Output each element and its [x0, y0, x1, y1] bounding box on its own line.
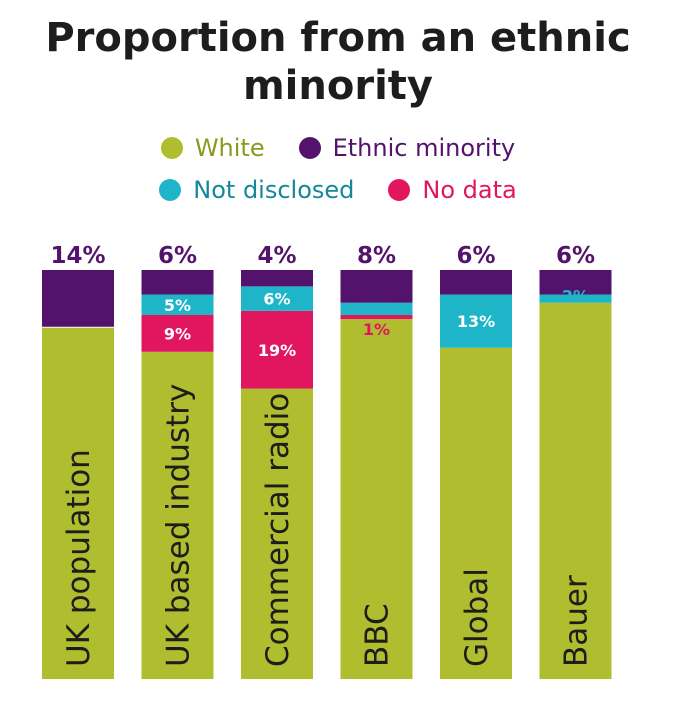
legend-dot-white [160, 137, 183, 159]
bar-group-uk-based-industry: 6% UK based industry 5% 9% [141, 243, 214, 679]
legend-label-not-disclosed: Not disclosed [193, 176, 355, 204]
bar-commercial-radio-white [241, 388, 313, 679]
bar-commercial-radio-nodata [241, 310, 313, 389]
bar-group-bbc: 8% BBC 3% 1% [340, 243, 413, 679]
segment-label-bbc-notdisclosed: 3% [363, 299, 390, 318]
bar-uk-population-white [42, 327, 114, 679]
legend-label-white: White [194, 134, 265, 162]
bar-bauer-white [539, 302, 612, 679]
legend-row-2: Not disclosed No data [0, 176, 676, 204]
chart-title-line-1: Proportion from an ethnic [45, 15, 631, 61]
bar-uk-population-ethnic [42, 270, 114, 328]
bar-group-bauer: 6% Bauer 2% [539, 243, 612, 679]
segment-label-commercial-radio-nodata: 19% [258, 341, 296, 360]
category-label-global: Global [459, 568, 495, 667]
category-label-uk-based-industry: UK based industry [161, 384, 197, 667]
segment-label-uk-based-industry-nodata: 9% [164, 324, 191, 343]
chart-title: Proportion from an ethnic minority [0, 14, 676, 110]
legend-row-1: White Ethnic minority [0, 134, 676, 162]
bar-global-notdisclosed [440, 294, 512, 348]
bar-bbc-nodata [340, 314, 413, 320]
bar-global-ethnic [440, 270, 512, 295]
top-label-uk-based-industry: 6% [158, 243, 197, 269]
top-label-global: 6% [456, 243, 495, 269]
category-label-commercial-radio: Commercial radio [260, 393, 296, 667]
bar-group-global: 6% Global 13% [440, 243, 512, 679]
bar-global-white [440, 347, 512, 679]
segment-label-uk-based-industry-notdisclosed: 5% [164, 296, 191, 315]
bar-group-uk-population: 14% UK population [42, 243, 136, 679]
bar-commercial-radio-ethnic [241, 270, 313, 287]
segment-label-commercial-radio-notdisclosed: 6% [263, 290, 290, 309]
legend-item-not-disclosed: Not disclosed [159, 176, 354, 204]
top-label-uk-population: 14% [50, 243, 105, 269]
legend-dot-no-data [388, 179, 411, 201]
legend-dot-ethnic-minority [298, 137, 321, 159]
legend-label-no-data: No data [422, 176, 517, 204]
top-label-bauer: 6% [556, 243, 595, 269]
category-label-uk-population: UK population [61, 449, 97, 667]
bar-bbc-white [340, 319, 413, 679]
bar-commercial-radio-notdisclosed [241, 286, 313, 311]
segment-label-global-notdisclosed: 13% [457, 312, 495, 331]
segment-label-bbc-nodata: 1% [363, 320, 390, 339]
chart-title-line-2: minority [243, 63, 433, 109]
top-label-commercial-radio: 4% [257, 243, 296, 269]
bar-group-commercial-radio: 4% Commercial radio 6% 19% [241, 243, 313, 679]
segment-label-bauer-notdisclosed: 2% [562, 287, 589, 306]
bar-bbc-ethnic [340, 270, 413, 303]
bar-bbc-notdisclosed [340, 302, 413, 315]
bar-bauer-notdisclosed [539, 294, 612, 303]
legend-item-white: White [160, 134, 265, 162]
bar-uk-based-industry-white [141, 351, 214, 679]
legend-item-ethnic-minority: Ethnic minority [298, 134, 516, 162]
bar-bauer-ethnic [539, 270, 612, 295]
bar-uk-based-industry-ethnic [141, 270, 214, 295]
category-label-bbc: BBC [360, 603, 396, 667]
bar-uk-based-industry-nodata [141, 314, 214, 352]
top-label-bbc: 8% [357, 243, 396, 269]
legend-label-ethnic-minority: Ethnic minority [332, 134, 516, 162]
bar-uk-based-industry-notdisclosed [141, 294, 214, 315]
category-label-bauer: Bauer [559, 575, 595, 667]
legend-dot-not-disclosed [159, 179, 182, 201]
legend-item-no-data: No data [388, 176, 517, 204]
